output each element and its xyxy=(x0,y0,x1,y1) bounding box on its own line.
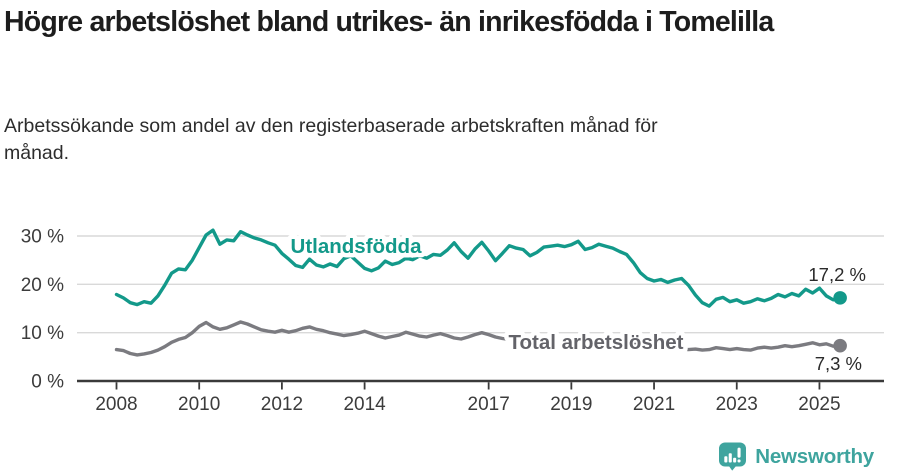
series-line-utlandsfodda xyxy=(114,228,842,308)
x-tick-label: 2017 xyxy=(468,394,510,415)
x-tick-label: 2019 xyxy=(550,394,592,415)
x-tick-label: 2010 xyxy=(178,394,220,415)
series-label-total-arbetsloshet: Total arbetslöshet xyxy=(508,331,683,354)
x-tick-label: 2012 xyxy=(261,394,303,415)
series-label-utlandsfodda: Utlandsfödda xyxy=(291,235,423,258)
chart-title: Högre arbetslöshet bland utrikes- än inr… xyxy=(4,6,774,38)
x-tick-label: 2021 xyxy=(633,394,675,415)
series-line-total-arbetsloshet xyxy=(114,320,842,357)
end-dot-total-arbetsloshet xyxy=(833,338,847,353)
newsworthy-wordmark: Newsworthy xyxy=(755,444,874,468)
chart-subtitle: Arbetssökande som andel av den registerb… xyxy=(4,115,658,164)
x-tick-label: 2023 xyxy=(716,394,758,415)
x-tick-label: 2008 xyxy=(95,394,137,415)
y-tick-label: 20 % xyxy=(21,275,64,296)
newsworthy-logo-icon xyxy=(719,442,747,471)
y-tick-label: 10 % xyxy=(21,323,64,344)
end-dot-utlandsfodda xyxy=(833,291,847,305)
end-value-label-utlandsfodda: 17,2 % xyxy=(808,264,866,285)
y-tick-label: 30 % xyxy=(21,227,64,248)
newsworthy-logo: Newsworthy xyxy=(718,442,874,471)
x-tick-label: 2014 xyxy=(343,394,386,415)
y-tick-label: 0 % xyxy=(31,372,64,393)
x-tick-label: 2025 xyxy=(798,394,840,415)
end-value-label-total-arbetsloshet: 7,3 % xyxy=(815,353,862,374)
